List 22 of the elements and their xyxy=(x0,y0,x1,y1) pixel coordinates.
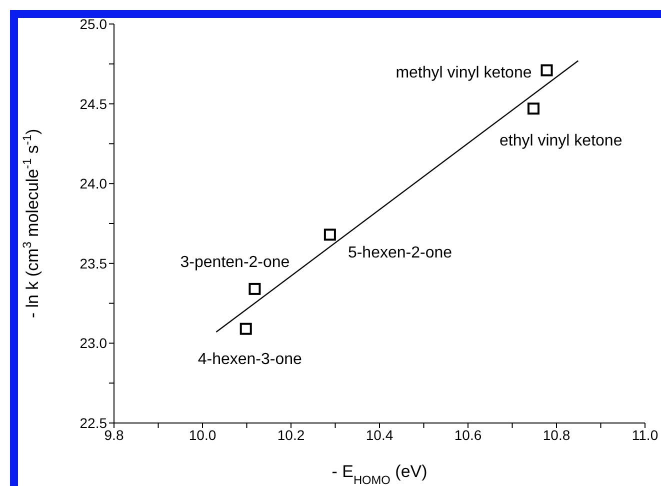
x-tick-label: 11.0 xyxy=(632,426,658,443)
y-tick-label: 24.0 xyxy=(80,176,108,192)
annotation: methyl vinyl ketone xyxy=(396,64,532,82)
x-tick-label: 10.0 xyxy=(188,426,216,443)
point xyxy=(324,228,336,241)
annotation: 4-hexen-3-one xyxy=(198,350,302,368)
y-tick-label: 24.5 xyxy=(80,96,108,112)
x-tick-label: 10.8 xyxy=(542,426,570,443)
y-tick-label: 23.5 xyxy=(80,255,108,272)
point xyxy=(240,322,252,335)
y-tick-label: 23.0 xyxy=(80,335,108,352)
point xyxy=(248,282,261,295)
x-tick-label: 10.4 xyxy=(366,426,394,443)
x-tick-label: 10.2 xyxy=(277,426,305,443)
point xyxy=(540,64,553,76)
annotation: 3-penten-2-one xyxy=(180,254,290,271)
y-tick-label: 25.0 xyxy=(80,16,108,32)
annotation: ethyl vinyl ketone xyxy=(499,132,622,150)
x-tick-label: 10.6 xyxy=(454,426,482,443)
annotation: 5-hexen-2-one xyxy=(348,244,452,262)
point xyxy=(527,102,540,115)
x-axis-title: - E$_{HOMO}$ (eV) xyxy=(332,462,428,486)
